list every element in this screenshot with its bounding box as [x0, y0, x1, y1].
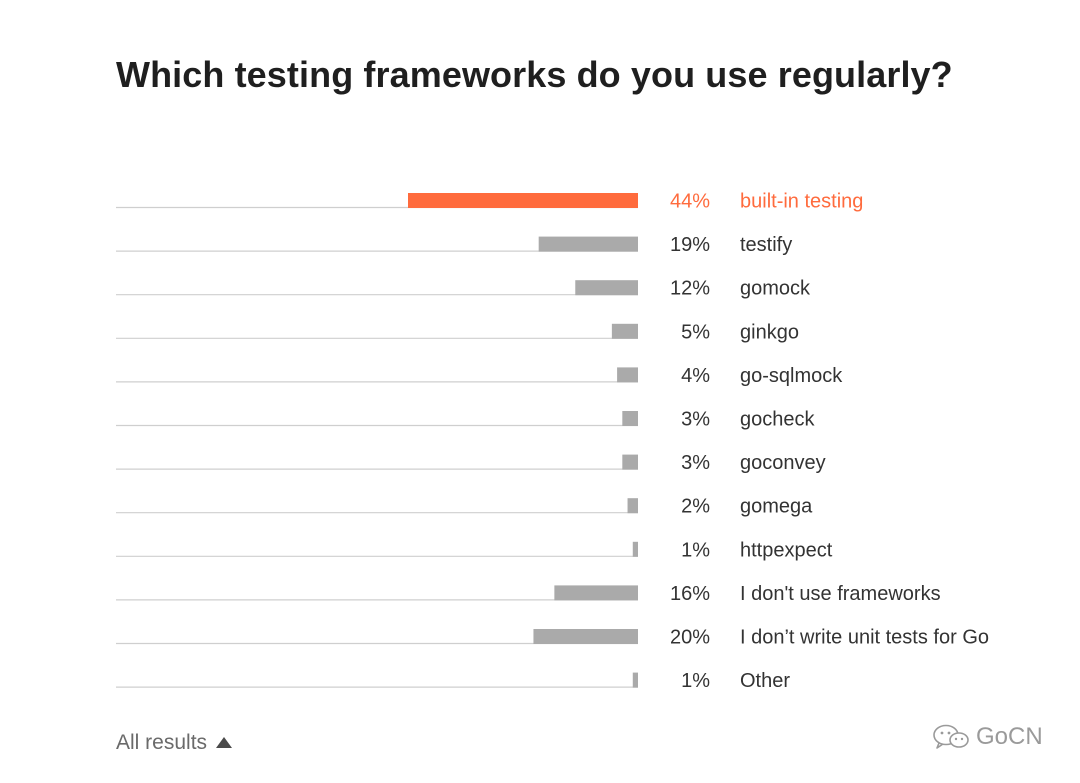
watermark-text: GoCN — [976, 723, 1043, 750]
bar — [622, 454, 638, 470]
bar — [622, 411, 638, 426]
category-label: go-sqlmock — [740, 365, 843, 387]
bar — [611, 323, 638, 339]
bar — [617, 367, 638, 383]
bar-chart: 44% built-in testing 19% testify 12% gomock 5%… — [116, 191, 989, 692]
category-label: testify — [740, 234, 792, 256]
category-label: ginkgo — [740, 321, 799, 343]
bar-row: 4% go-sqlmock — [116, 365, 843, 387]
triangle-up-icon — [216, 736, 233, 748]
bar-row: 1% httpexpect — [116, 539, 833, 561]
bar-row: 16% I don't use frameworks — [116, 583, 941, 605]
all-results-label: All results — [116, 731, 208, 754]
bar — [632, 672, 638, 688]
bar-row: 2% gomega — [116, 496, 813, 518]
value-label: 1% — [681, 670, 710, 692]
wechat-icon — [933, 724, 969, 749]
bar — [538, 236, 638, 252]
category-label: httpexpect — [740, 539, 833, 561]
value-label: 1% — [681, 539, 710, 561]
value-label: 12% — [670, 278, 710, 300]
bar-row: 3% gocheck — [116, 409, 815, 431]
bar — [408, 193, 638, 208]
bar-row: 1% Other — [116, 670, 790, 692]
bar-row: 5% ginkgo — [116, 321, 799, 343]
category-label: gomock — [740, 278, 811, 300]
all-results-toggle[interactable]: All results — [116, 731, 233, 755]
bar — [554, 585, 638, 601]
value-label: 44% — [670, 191, 710, 213]
category-label: gocheck — [740, 409, 815, 431]
value-label: 3% — [681, 452, 710, 474]
value-label: 2% — [681, 496, 710, 518]
bar-row: 20% I don’t write unit tests for Go — [116, 627, 989, 649]
category-label: gomega — [740, 496, 813, 518]
category-label: I don’t write unit tests for Go — [740, 627, 989, 649]
value-label: 20% — [670, 627, 710, 649]
category-label: built-in testing — [740, 191, 863, 213]
value-label: 19% — [670, 234, 710, 256]
value-label: 16% — [670, 583, 710, 605]
value-label: 5% — [681, 321, 710, 343]
bar-row: 19% testify — [116, 234, 792, 256]
category-label: goconvey — [740, 452, 826, 474]
bar — [632, 541, 638, 557]
bar — [627, 498, 638, 514]
category-label: Other — [740, 670, 790, 692]
bar — [575, 280, 638, 296]
value-label: 3% — [681, 409, 710, 431]
bar-row: 44% built-in testing — [116, 191, 863, 213]
category-label: I don't use frameworks — [740, 583, 941, 605]
value-label: 4% — [681, 365, 710, 387]
watermark: GoCN — [932, 723, 1043, 751]
chart-title: Which testing frameworks do you use regu… — [116, 54, 953, 95]
bar-row: 3% goconvey — [116, 452, 826, 474]
bar-row: 12% gomock — [116, 278, 811, 300]
bar — [533, 629, 638, 644]
